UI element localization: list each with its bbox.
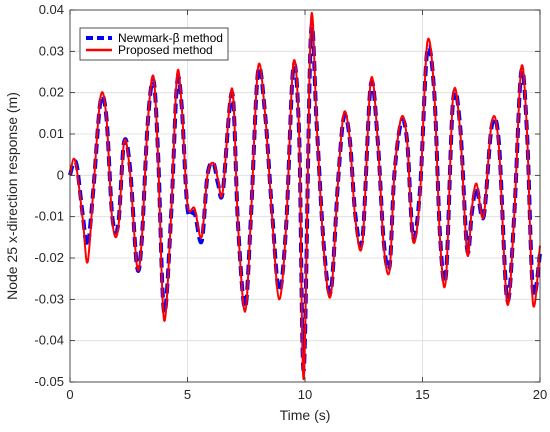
x-tick-label: 0 bbox=[66, 387, 73, 402]
x-tick-label: 5 bbox=[184, 387, 191, 402]
legend-label-proposed: Proposed method bbox=[118, 43, 213, 57]
x-tick-label: 10 bbox=[298, 387, 312, 402]
x-tick-label: 15 bbox=[415, 387, 429, 402]
x-axis-ticks: 0 5 10 15 20 bbox=[66, 10, 547, 402]
series-line-proposed bbox=[69, 11, 541, 380]
legend: Newmark-β method Proposed method bbox=[79, 27, 229, 61]
series-layer bbox=[68, 11, 542, 380]
y-tick-label: -0.01 bbox=[34, 209, 64, 224]
legend-label-newmark: Newmark-β method bbox=[118, 31, 223, 45]
y-tick-label: -0.02 bbox=[34, 250, 64, 265]
y-tick-label: -0.05 bbox=[34, 374, 64, 389]
x-axis-title: Time (s) bbox=[280, 407, 331, 423]
y-tick-label: 0.02 bbox=[39, 85, 64, 100]
y-tick-label: 0.04 bbox=[39, 2, 64, 17]
y-tick-label: -0.04 bbox=[34, 333, 64, 348]
legend-box bbox=[79, 27, 229, 61]
y-axis-title: Node 25 x-direction response (m) bbox=[4, 92, 20, 300]
x-tick-label: 20 bbox=[533, 387, 547, 402]
y-tick-label: 0 bbox=[57, 167, 64, 182]
y-tick-label: -0.03 bbox=[34, 291, 64, 306]
y-tick-label: 0.03 bbox=[39, 43, 64, 58]
y-tick-label: 0.01 bbox=[39, 126, 64, 141]
y-axis-ticks: -0.05 -0.04 -0.03 -0.02 -0.01 0 0.01 0.02 0.03 0.… bbox=[34, 2, 540, 389]
